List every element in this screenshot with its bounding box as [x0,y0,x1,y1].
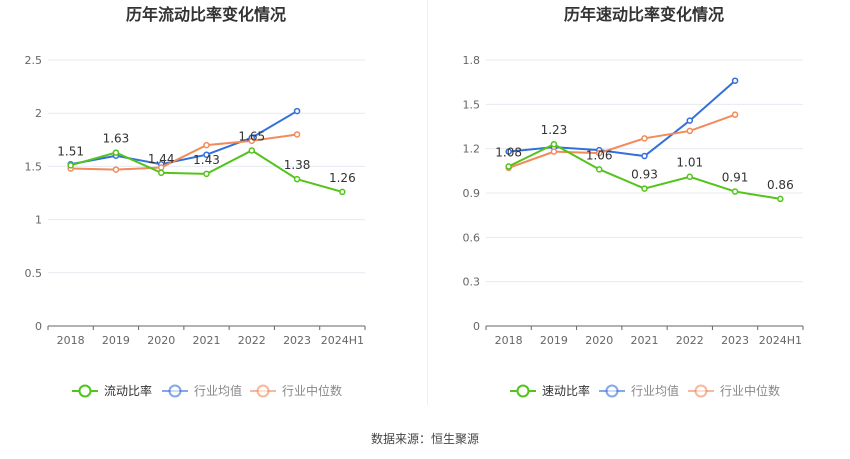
legend-swatch-marker [256,384,270,398]
data-point [67,162,74,169]
y-tick-label: 1.5 [25,160,43,173]
data-label: 0.93 [631,168,658,182]
data-label: 1.63 [103,132,130,146]
data-point [731,188,739,195]
y-tick-label: 0.3 [463,276,481,289]
x-tick-label: 2020 [585,334,613,347]
data-label: 1.08 [495,145,522,159]
data-point [112,149,120,156]
x-tick-label: 2023 [721,334,749,347]
x-tick-label: 2024H1 [321,334,364,347]
data-label: 1.01 [676,156,703,170]
data-point [595,149,603,157]
y-tick-label: 1 [35,214,42,227]
x-tick-label: 2020 [147,334,175,347]
chart-title: 历年速动比率变化情况 [564,5,724,24]
y-tick-label: 2 [35,107,42,120]
series-line-3 [70,133,298,171]
x-tick-label: 2021 [193,334,221,347]
data-point [112,166,120,173]
data-point [505,163,512,170]
data-point [550,148,558,155]
data-point [777,195,784,203]
legend-item-3: 行业中位数 [250,383,342,398]
x-tick-label: 2022 [676,334,704,347]
data-point [248,137,256,145]
data-point [595,166,603,173]
legend-label: 流动比率 [104,383,152,398]
legend-label: 速动比率 [542,383,590,398]
data-point [641,135,648,142]
x-tick-label: 2023 [283,334,311,347]
x-tick-label: 2019 [102,334,130,347]
y-tick-label: 2.5 [25,54,43,67]
data-point [157,169,165,177]
data-label: 0.86 [767,178,794,192]
data-label: 1.38 [284,158,311,172]
x-tick-label: 2018 [57,334,85,347]
series-line-3 [508,113,736,169]
data-label: 0.91 [722,171,749,185]
legend-item-1: 流动比率 [72,383,152,398]
data-point [248,147,256,154]
legend-swatch-marker [516,384,530,398]
data-point [686,117,694,124]
data-point [641,185,648,192]
data-point [203,170,210,178]
data-point [641,152,648,160]
data-point [293,107,301,115]
data-point [731,111,739,118]
data-point [293,131,301,138]
x-tick-label: 2018 [495,334,523,347]
data-source-note: 数据来源：恒生聚源 [370,432,479,446]
legend-item-3: 行业中位数 [688,383,780,398]
data-point [686,173,694,180]
data-point [339,188,346,196]
x-tick-label: 2019 [540,334,568,347]
x-tick-label: 2024H1 [759,334,802,347]
legend-swatch-marker [78,384,92,398]
panel-divider [427,0,428,405]
chart-title: 历年流动比率变化情况 [126,5,286,24]
legend-label: 行业中位数 [282,383,342,398]
data-label: 1.26 [329,171,356,185]
data-label: 1.23 [541,123,568,137]
legend-swatch-marker [168,384,182,398]
legend-label: 行业均值 [631,383,679,398]
data-point [731,77,739,84]
y-tick-label: 1.5 [463,98,481,111]
chart-panel-1: 历年流动比率变化情况 0 0.5 1 1.5 2 2.5 2018 2019 2020 2021 20… [25,5,366,398]
series-line-2 [70,110,298,166]
data-point [550,140,558,148]
legend-item-1: 速动比率 [510,383,590,398]
data-label: 1.51 [57,144,84,158]
data-label: 1.06 [586,148,613,162]
data-point [203,151,210,158]
y-tick-label: 0 [35,320,42,333]
legend-swatch-marker [694,384,708,398]
x-tick-label: 2021 [631,334,659,347]
legend-item-2: 行业均值 [599,383,679,398]
legend-item-2: 行业均值 [162,383,242,398]
chart-panel-2: 历年速动比率变化情况 0 0.3 0.6 0.9 1.2 1.5 1.8 2018 2019 202… [463,5,804,398]
data-label: 1.65 [238,129,265,143]
data-point [203,141,210,149]
y-tick-label: 0.6 [463,231,481,244]
data-label: 1.44 [148,152,175,166]
y-tick-label: 1.8 [463,54,481,67]
y-tick-label: 0.9 [463,187,481,200]
x-tick-label: 2022 [238,334,266,347]
legend-label: 行业中位数 [720,383,780,398]
y-tick-label: 1.2 [463,143,481,156]
y-tick-label: 0.5 [25,267,43,280]
data-label: 1.43 [193,153,220,167]
data-point [293,175,301,183]
data-point [686,127,694,135]
data-point [505,148,512,155]
legend-label: 行业均值 [194,383,242,398]
legend-swatch-marker [605,384,619,398]
y-tick-label: 0 [473,320,480,333]
